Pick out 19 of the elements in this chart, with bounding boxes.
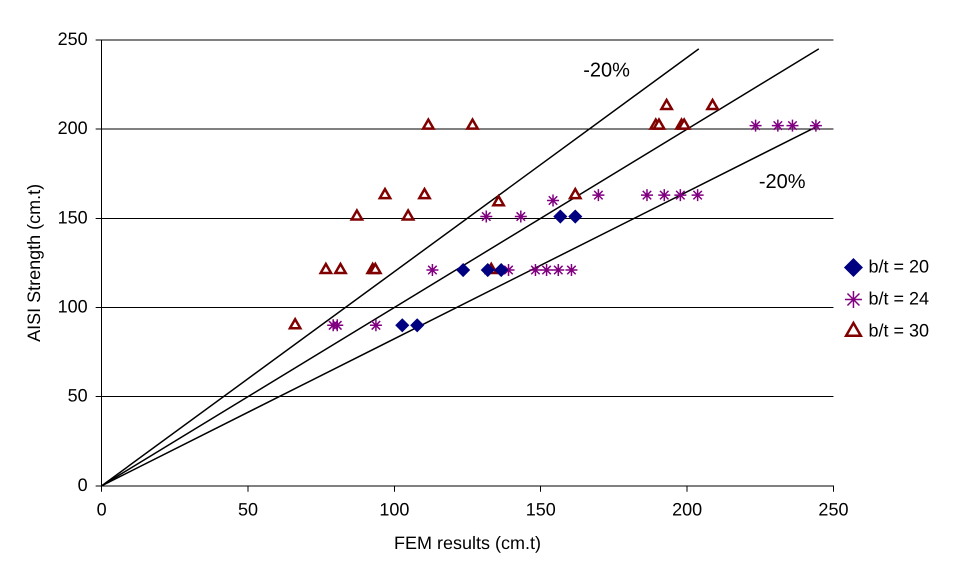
- y-tick-label: 50: [68, 386, 88, 406]
- legend-label: b/t = 20: [868, 256, 930, 276]
- x-tick-label: 0: [96, 500, 107, 520]
- x-axis-title: FEM results (cm.t): [394, 533, 542, 554]
- x-tick-label: 250: [818, 500, 848, 520]
- y-tick-label: 100: [58, 296, 88, 316]
- y-tick-label: 0: [78, 474, 88, 495]
- x-tick-label: 150: [526, 500, 556, 520]
- y-tick-label: 150: [58, 207, 88, 228]
- annotation: -20%: [583, 60, 630, 82]
- legend-label: b/t = 30: [868, 320, 930, 340]
- legend-label: b/t = 24: [868, 288, 930, 308]
- annotation: -20%: [758, 171, 806, 194]
- x-tick-label: 200: [672, 500, 702, 520]
- y-tick-label: 250: [58, 28, 88, 49]
- x-tick-label: 50: [238, 500, 258, 520]
- y-tick-label: 200: [58, 118, 88, 138]
- x-tick-label: 100: [379, 500, 410, 520]
- y-axis-title: AISI Strength (cm.t): [24, 184, 44, 342]
